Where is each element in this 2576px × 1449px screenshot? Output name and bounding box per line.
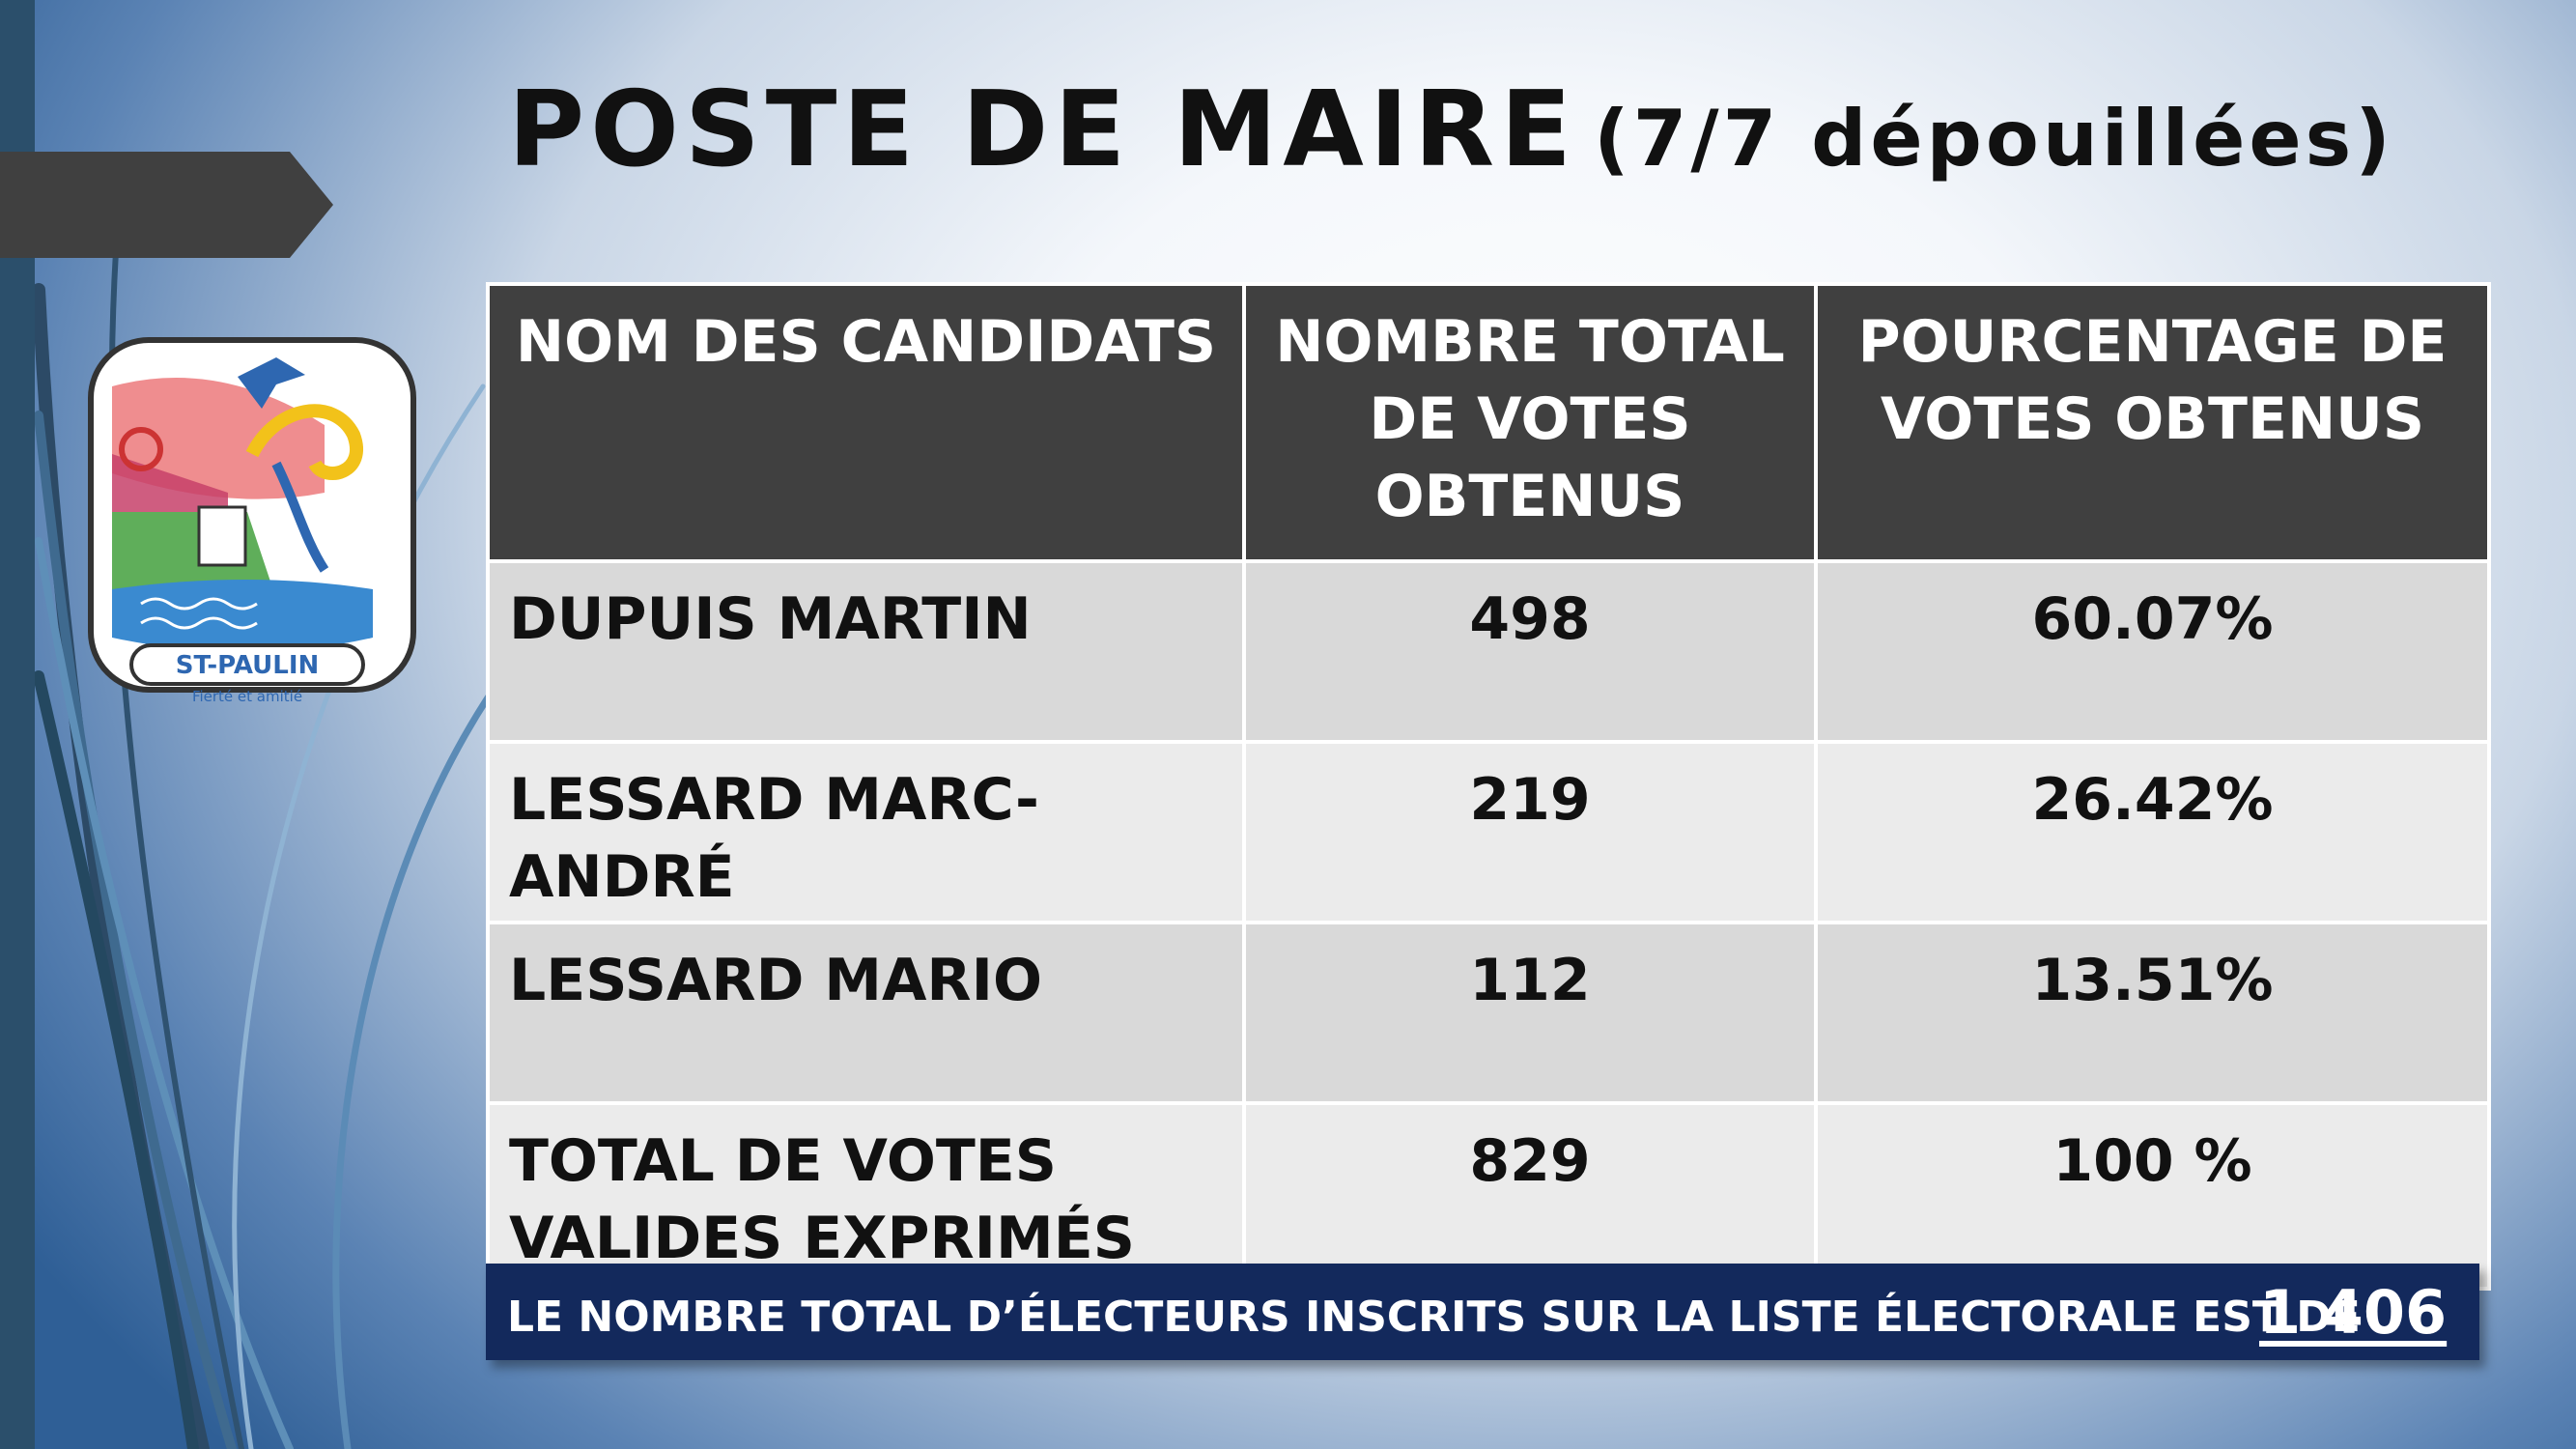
arrow-tab (0, 152, 333, 258)
registered-voters-label: LE NOMBRE TOTAL D’ÉLECTEURS INSCRITS SUR… (507, 1293, 2361, 1342)
table-row: LESSARD MARIO 112 13.51% (486, 921, 2491, 1105)
registered-voters-banner: LE NOMBRE TOTAL D’ÉLECTEURS INSCRITS SUR… (486, 1264, 2479, 1360)
candidate-votes: 498 (1242, 559, 1818, 744)
header-vote-percentage: POURCENTAGE DE VOTES OBTENUS (1814, 282, 2491, 563)
table-header-row: NOM DES CANDIDATS NOMBRE TOTAL DE VOTES … (486, 282, 2491, 563)
candidate-name: LESSARD MARC-ANDRÉ (486, 740, 1246, 924)
page-title: POSTE DE MAIRE (7/7 dépouillées) (508, 70, 2394, 190)
logo-text: ST-PAULIN (176, 651, 320, 680)
title-main: POSTE DE MAIRE (508, 70, 1577, 190)
table-row: LESSARD MARC-ANDRÉ 219 26.42% (486, 740, 2491, 924)
table-row: DUPUIS MARTIN 498 60.07% (486, 559, 2491, 744)
registered-voters-count: 1 406 (2259, 1277, 2448, 1348)
logo-motto: Fierté et amitié (192, 688, 302, 705)
st-paulin-logo: ST-PAULIN Fierté et amitié (88, 337, 416, 705)
header-candidate-name: NOM DES CANDIDATS (486, 282, 1246, 563)
results-table: NOM DES CANDIDATS NOMBRE TOTAL DE VOTES … (486, 282, 2491, 1291)
header-total-votes: NOMBRE TOTAL DE VOTES OBTENUS (1242, 282, 1818, 563)
total-votes: 829 (1242, 1101, 1818, 1291)
total-row: TOTAL DE VOTES VALIDES EXPRIMÉS 829 100 … (486, 1101, 2491, 1291)
candidate-name: DUPUIS MARTIN (486, 559, 1246, 744)
candidate-name: LESSARD MARIO (486, 921, 1246, 1105)
candidate-votes: 219 (1242, 740, 1818, 924)
candidate-percent: 13.51% (1814, 921, 2491, 1105)
title-subtitle: (7/7 dépouillées) (1594, 94, 2394, 184)
candidate-percent: 26.42% (1814, 740, 2491, 924)
total-percent: 100 % (1814, 1101, 2491, 1291)
candidate-percent: 60.07% (1814, 559, 2491, 744)
total-label: TOTAL DE VOTES VALIDES EXPRIMÉS (486, 1101, 1246, 1291)
candidate-votes: 112 (1242, 921, 1818, 1105)
